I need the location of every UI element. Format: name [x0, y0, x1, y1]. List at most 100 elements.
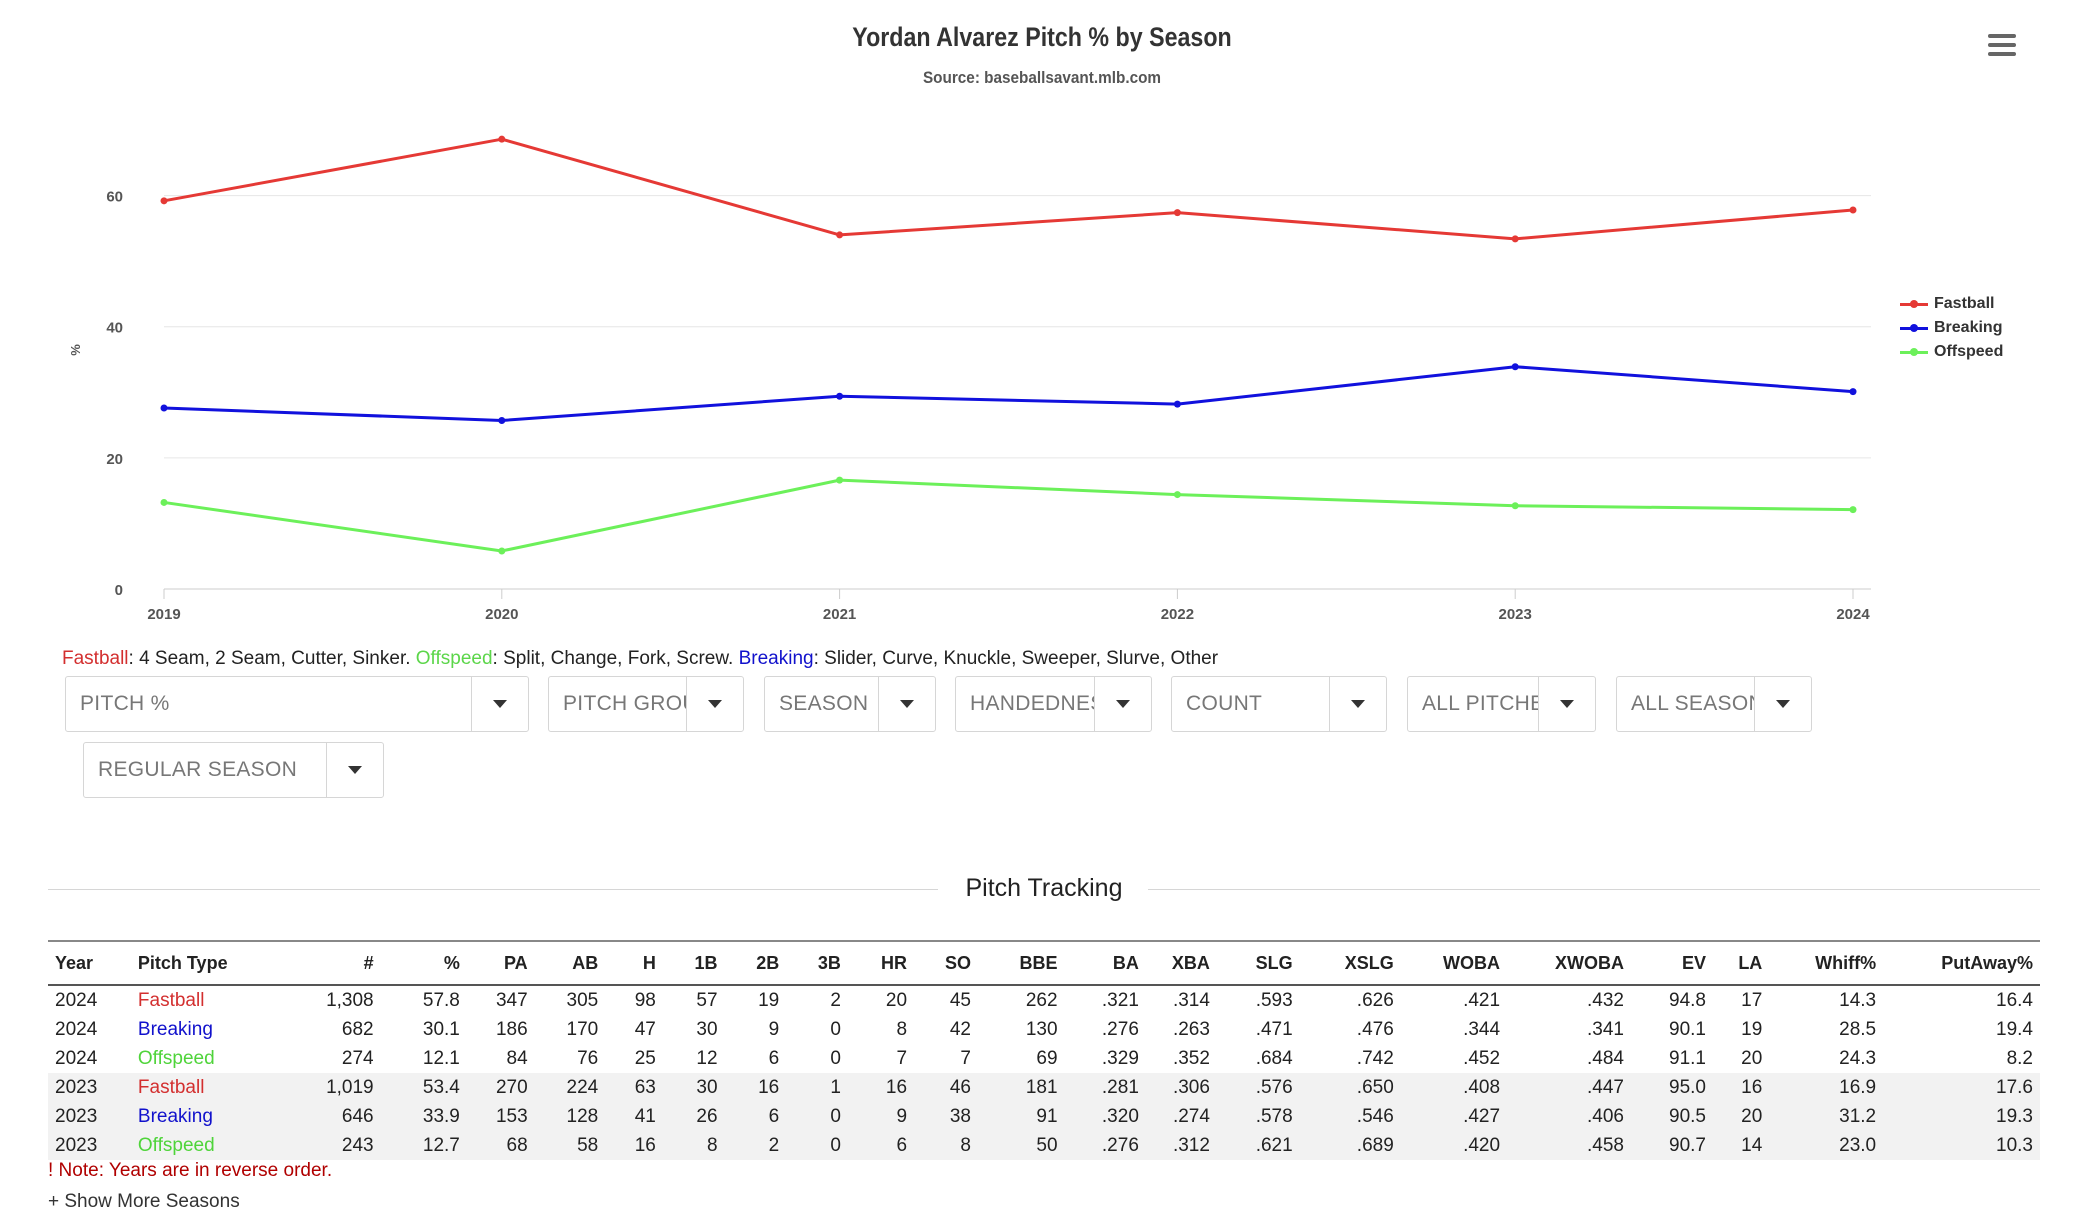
- table-cell: .306: [1145, 1073, 1217, 1102]
- table-cell: 68: [466, 1131, 535, 1160]
- column-header[interactable]: LA: [1712, 940, 1770, 986]
- column-header[interactable]: SO: [914, 940, 978, 986]
- legend-item-offspeed[interactable]: Offspeed: [1900, 340, 2003, 364]
- column-header[interactable]: H: [605, 940, 663, 986]
- table-cell: Fastball: [137, 989, 205, 1011]
- column-header[interactable]: XWOBA: [1507, 940, 1631, 986]
- pitches-dropdown[interactable]: ALL PITCHES: [1407, 676, 1596, 732]
- metric-dropdown[interactable]: PITCH %: [65, 676, 529, 732]
- column-header[interactable]: BBE: [978, 940, 1065, 986]
- column-header[interactable]: BA: [1064, 940, 1146, 986]
- table-cell: 2023: [48, 1073, 131, 1102]
- table-cell: 305: [566, 989, 599, 1011]
- column-header[interactable]: Year: [48, 940, 131, 986]
- legend-label: Offspeed: [1934, 343, 2004, 360]
- x-tick-label: 2024: [1836, 606, 1870, 623]
- column-header[interactable]: SLG: [1216, 940, 1300, 986]
- season-dropdown[interactable]: SEASON: [764, 676, 936, 732]
- table-cell: 0: [830, 1047, 841, 1069]
- table-cell: 6: [724, 1102, 787, 1131]
- table-cell: 8: [914, 1131, 978, 1160]
- table-cell: 94.8: [1669, 989, 1706, 1011]
- table-cell: .742: [1356, 1047, 1394, 1069]
- table-cell: 9: [768, 1018, 780, 1040]
- table-cell: 33.9: [380, 1102, 467, 1131]
- handedness-dropdown-value: HANDEDNESS: [970, 692, 1094, 715]
- table-cell: .458: [1507, 1131, 1631, 1160]
- y-tick-label: 60: [106, 189, 123, 206]
- table-cell: 1,019: [270, 1073, 381, 1102]
- table-cell: 682: [341, 1018, 374, 1040]
- count-dropdown[interactable]: COUNT: [1171, 676, 1387, 732]
- column-header[interactable]: AB: [534, 940, 606, 986]
- table-cell: 45: [949, 989, 971, 1011]
- column-header[interactable]: Pitch Type: [130, 940, 271, 986]
- column-header[interactable]: Whiff%: [1769, 940, 1884, 986]
- section-title: Pitch Tracking: [965, 874, 1123, 902]
- column-header[interactable]: PA: [466, 940, 535, 986]
- column-header[interactable]: XSLG: [1299, 940, 1401, 986]
- data-point-breaking: [836, 392, 844, 400]
- x-tick-label: 2021: [823, 606, 856, 623]
- table-cell: 270: [466, 1073, 535, 1102]
- table-cell: 30: [662, 1073, 725, 1102]
- table-cell: 41: [605, 1102, 663, 1131]
- table-cell: 17: [1741, 989, 1763, 1011]
- x-tick-label: 2020: [485, 606, 518, 623]
- table-cell: 91.1: [1669, 1047, 1706, 1069]
- column-header[interactable]: EV: [1630, 940, 1713, 986]
- table-cell: 58: [534, 1131, 606, 1160]
- table-cell: 1,308: [326, 989, 374, 1011]
- table-cell: 2: [724, 1131, 787, 1160]
- table-cell: 2023: [48, 1102, 131, 1131]
- table-cell: 8: [662, 1131, 725, 1160]
- pitch-group-dropdown-value: PITCH GROUP: [563, 692, 686, 715]
- table-cell: 153: [466, 1102, 535, 1131]
- table-cell: .593: [1255, 989, 1293, 1011]
- seasons-dropdown[interactable]: ALL SEASONS: [1616, 676, 1812, 732]
- table-cell: 0: [830, 1018, 841, 1040]
- column-header[interactable]: #: [270, 940, 381, 986]
- table-cell: 23.0: [1769, 1131, 1884, 1160]
- show-more-seasons-link[interactable]: + Show More Seasons: [48, 1191, 240, 1212]
- fastball-key-label: Fastball: [62, 648, 129, 669]
- column-header[interactable]: 3B: [786, 940, 848, 986]
- table-row: 2023 Fastball 1,019 53.4 270 224 63 30 16 1 16 46 18…: [48, 1073, 2040, 1102]
- column-header[interactable]: XBA: [1145, 940, 1217, 986]
- table-cell: 57: [696, 989, 718, 1011]
- table-cell: 30: [696, 1018, 718, 1040]
- handedness-dropdown[interactable]: HANDEDNESS: [955, 676, 1152, 732]
- data-point-fastball: [1511, 235, 1519, 243]
- pitch-group-dropdown[interactable]: PITCH GROUP: [548, 676, 744, 732]
- column-header[interactable]: PutAway%: [1883, 940, 2040, 986]
- table-cell: 90.5: [1630, 1102, 1713, 1131]
- table-cell: 1: [786, 1073, 848, 1102]
- table-cell: 42: [949, 1018, 971, 1040]
- chevron-down-icon: [1116, 700, 1130, 708]
- table-cell: 26: [662, 1102, 725, 1131]
- column-header[interactable]: WOBA: [1400, 940, 1508, 986]
- column-header[interactable]: HR: [847, 940, 915, 986]
- column-header[interactable]: 2B: [724, 940, 787, 986]
- chevron-down-icon: [1351, 700, 1365, 708]
- y-tick-label: 20: [106, 451, 123, 468]
- table-cell: .476: [1356, 1018, 1394, 1040]
- column-header[interactable]: %: [380, 940, 467, 986]
- table-cell: .576: [1216, 1073, 1300, 1102]
- table-row: 2024 Offspeed 274 12.1 84 76 25 12 6 0 7 7 69 .329 .35…: [48, 1044, 2040, 1073]
- column-header[interactable]: 1B: [662, 940, 725, 986]
- y-tick-label: 40: [106, 320, 123, 337]
- legend-item-fastball[interactable]: Fastball: [1900, 292, 2003, 316]
- table-cell: 19.3: [1883, 1102, 2040, 1131]
- table-cell: 186: [495, 1018, 528, 1040]
- chevron-down-icon: [348, 766, 362, 774]
- y-axis-label: %: [68, 344, 83, 356]
- season-type-dropdown[interactable]: REGULAR SEASON: [83, 742, 384, 798]
- table-cell: .452: [1463, 1047, 1501, 1069]
- legend-item-breaking[interactable]: Breaking: [1900, 316, 2003, 340]
- table-cell: 7: [896, 1047, 908, 1069]
- table-cell: .626: [1356, 989, 1394, 1011]
- seasons-dropdown-value: ALL SEASONS: [1631, 692, 1754, 715]
- table-cell: 128: [534, 1102, 606, 1131]
- chart-menu-icon[interactable]: [1988, 34, 2016, 58]
